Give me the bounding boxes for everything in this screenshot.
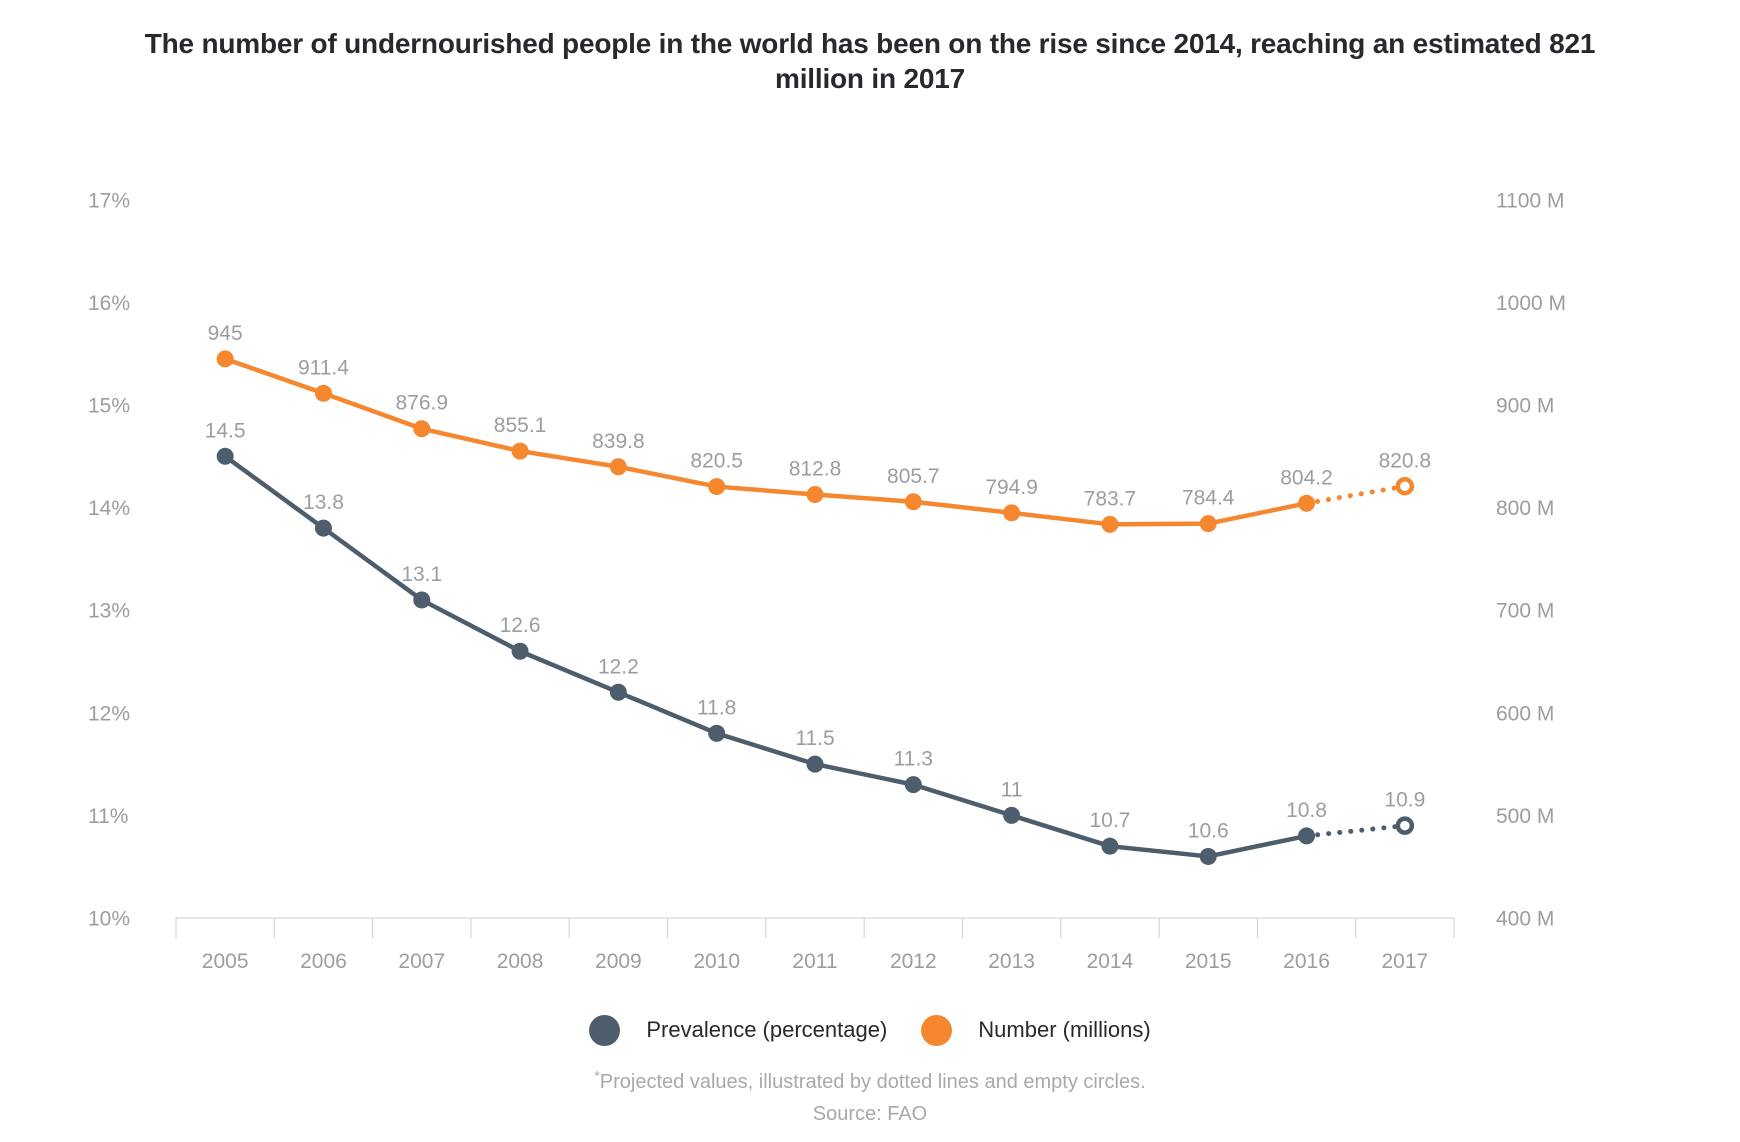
prevalence-projected-point-2017 [1395, 816, 1415, 835]
prevalence-value-label-2011: 11.5 [795, 727, 834, 750]
x-axis-label-2008: 2008 [497, 950, 544, 973]
left-axis-label-12%: 12% [88, 702, 130, 725]
prevalence-point-2007 [413, 591, 431, 609]
x-axis-label-2017: 2017 [1381, 950, 1428, 973]
prevalence-projected-line [1304, 823, 1408, 839]
x-axis-label-2006: 2006 [300, 950, 347, 973]
chart-canvas: 2005 2006 2007 2008 2009 2010 2011 2012 2013 2014… [88, 189, 1566, 973]
right-axis-label-500: 500 M [1496, 805, 1554, 828]
x-axis-label-2009: 2009 [595, 950, 642, 973]
number-point-2016 [1298, 494, 1316, 512]
x-axis-label-2012: 2012 [890, 950, 937, 973]
prevalence-point-2010 [708, 724, 726, 742]
x-axis-label-2015: 2015 [1185, 950, 1232, 973]
prevalence-point-2011 [806, 755, 824, 773]
prevalence-point-2005 [216, 447, 234, 465]
x-axis-label-2007: 2007 [398, 950, 445, 973]
prevalence-point-2013 [1003, 806, 1021, 824]
number-value-label-2012: 805.7 [887, 465, 940, 488]
number-value-label-2014: 783.7 [1084, 487, 1137, 510]
x-axis-label-2011: 2011 [792, 950, 837, 973]
prevalence-point-2015 [1199, 847, 1217, 865]
left-axis-label-14%: 14% [88, 497, 130, 520]
number-value-label-2006: 911.4 [298, 356, 349, 379]
prevalence-value-label-2009: 12.2 [598, 655, 639, 678]
prevalence-point-2014 [1101, 837, 1119, 855]
x-axis-label-2016: 2016 [1283, 950, 1330, 973]
number-value-label-2016: 804.2 [1280, 466, 1333, 489]
number-value-label-2008: 855.1 [494, 414, 547, 437]
left-axis-label-10%: 10% [88, 908, 130, 931]
prevalence-value-label-2008: 12.6 [500, 614, 541, 637]
right-axis-label-800: 800 M [1496, 497, 1554, 520]
footnote-text: Projected values, illustrated by dotted … [599, 1071, 1146, 1093]
number-value-label-2011: 812.8 [789, 457, 842, 480]
number-point-2010 [708, 478, 726, 496]
left-axis-label-11%: 11% [88, 805, 128, 828]
number-point-2006 [314, 384, 332, 402]
number-point-2012 [904, 493, 922, 511]
number-value-label-2015: 784.4 [1182, 487, 1235, 510]
prevalence-point-2008 [511, 642, 529, 660]
number-line [222, 356, 1309, 527]
number-point-2008 [511, 442, 529, 460]
number-point-2014 [1101, 515, 1119, 533]
number-point-2005 [216, 350, 234, 368]
number-value-label-2017: 820.8 [1379, 449, 1432, 472]
right-axis-label-900: 900 M [1496, 395, 1554, 418]
legend-label-number: Number (millions) [978, 1017, 1151, 1042]
prevalence-marker-icon [589, 1014, 621, 1046]
right-axis-label-600: 600 M [1496, 702, 1554, 725]
legend-item-number: Number (millions) [921, 1014, 1151, 1046]
prevalence-value-label-2007: 13.1 [401, 563, 442, 586]
footnote: *Projected values, illustrated by dotted… [0, 1068, 1740, 1096]
legend: Prevalence (percentage) Number (millions… [0, 1014, 1740, 1046]
left-axis-label-16%: 16% [88, 292, 130, 315]
x-axis-label-2014: 2014 [1087, 950, 1134, 973]
x-axis-label-2010: 2010 [693, 950, 740, 973]
prevalence-value-label-2013: 11 [1001, 778, 1023, 801]
right-axis-label-700: 700 M [1496, 600, 1554, 623]
number-point-2009 [609, 458, 627, 476]
right-axis-label-1000: 1000 M [1496, 292, 1566, 315]
prevalence-value-label-2016: 10.8 [1286, 799, 1327, 822]
legend-label-prevalence: Prevalence (percentage) [646, 1017, 888, 1042]
number-point-2013 [1003, 504, 1021, 522]
prevalence-value-label-2017: 10.9 [1384, 789, 1425, 812]
number-marker-icon [921, 1014, 953, 1046]
x-axis-label-2005: 2005 [202, 950, 249, 973]
left-axis-label-15%: 15% [88, 395, 130, 418]
chart-title: The number of undernourished people in t… [144, 28, 1596, 94]
right-axis-label-400: 400 M [1496, 908, 1554, 931]
number-projected-point-2017 [1395, 477, 1415, 496]
number-point-2011 [806, 485, 824, 503]
source-line: Source: FAO [812, 1103, 928, 1125]
number-point-2015 [1199, 515, 1217, 533]
prevalence-value-label-2012: 11.3 [894, 748, 933, 771]
number-value-label-2007: 876.9 [395, 392, 448, 415]
prevalence-point-2012 [904, 776, 922, 794]
number-point-2007 [413, 420, 431, 438]
number-value-label-2010: 820.5 [690, 450, 743, 473]
number-value-label-2005: 945 [208, 322, 243, 345]
prevalence-point-2016 [1298, 827, 1316, 845]
prevalence-point-2009 [609, 683, 627, 701]
number-value-label-2013: 794.9 [985, 476, 1038, 499]
x-axis-label-2013: 2013 [988, 950, 1035, 973]
prevalence-line [222, 454, 1309, 859]
left-axis-label-17%: 17% [88, 189, 130, 212]
footnote-asterisk: * [594, 1067, 600, 1084]
prevalence-value-label-2005: 14.5 [205, 419, 246, 442]
prevalence-point-2006 [314, 519, 332, 537]
number-value-label-2009: 839.8 [592, 430, 645, 453]
prevalence-value-label-2010: 11.8 [697, 696, 736, 719]
prevalence-value-label-2014: 10.7 [1089, 809, 1130, 832]
left-axis-label-13%: 13% [88, 600, 130, 623]
legend-item-prevalence: Prevalence (percentage) [589, 1014, 887, 1046]
prevalence-value-label-2006: 13.8 [303, 491, 344, 514]
prevalence-value-label-2015: 10.6 [1188, 819, 1229, 842]
right-axis-label-1100: 1100 M [1496, 189, 1565, 212]
